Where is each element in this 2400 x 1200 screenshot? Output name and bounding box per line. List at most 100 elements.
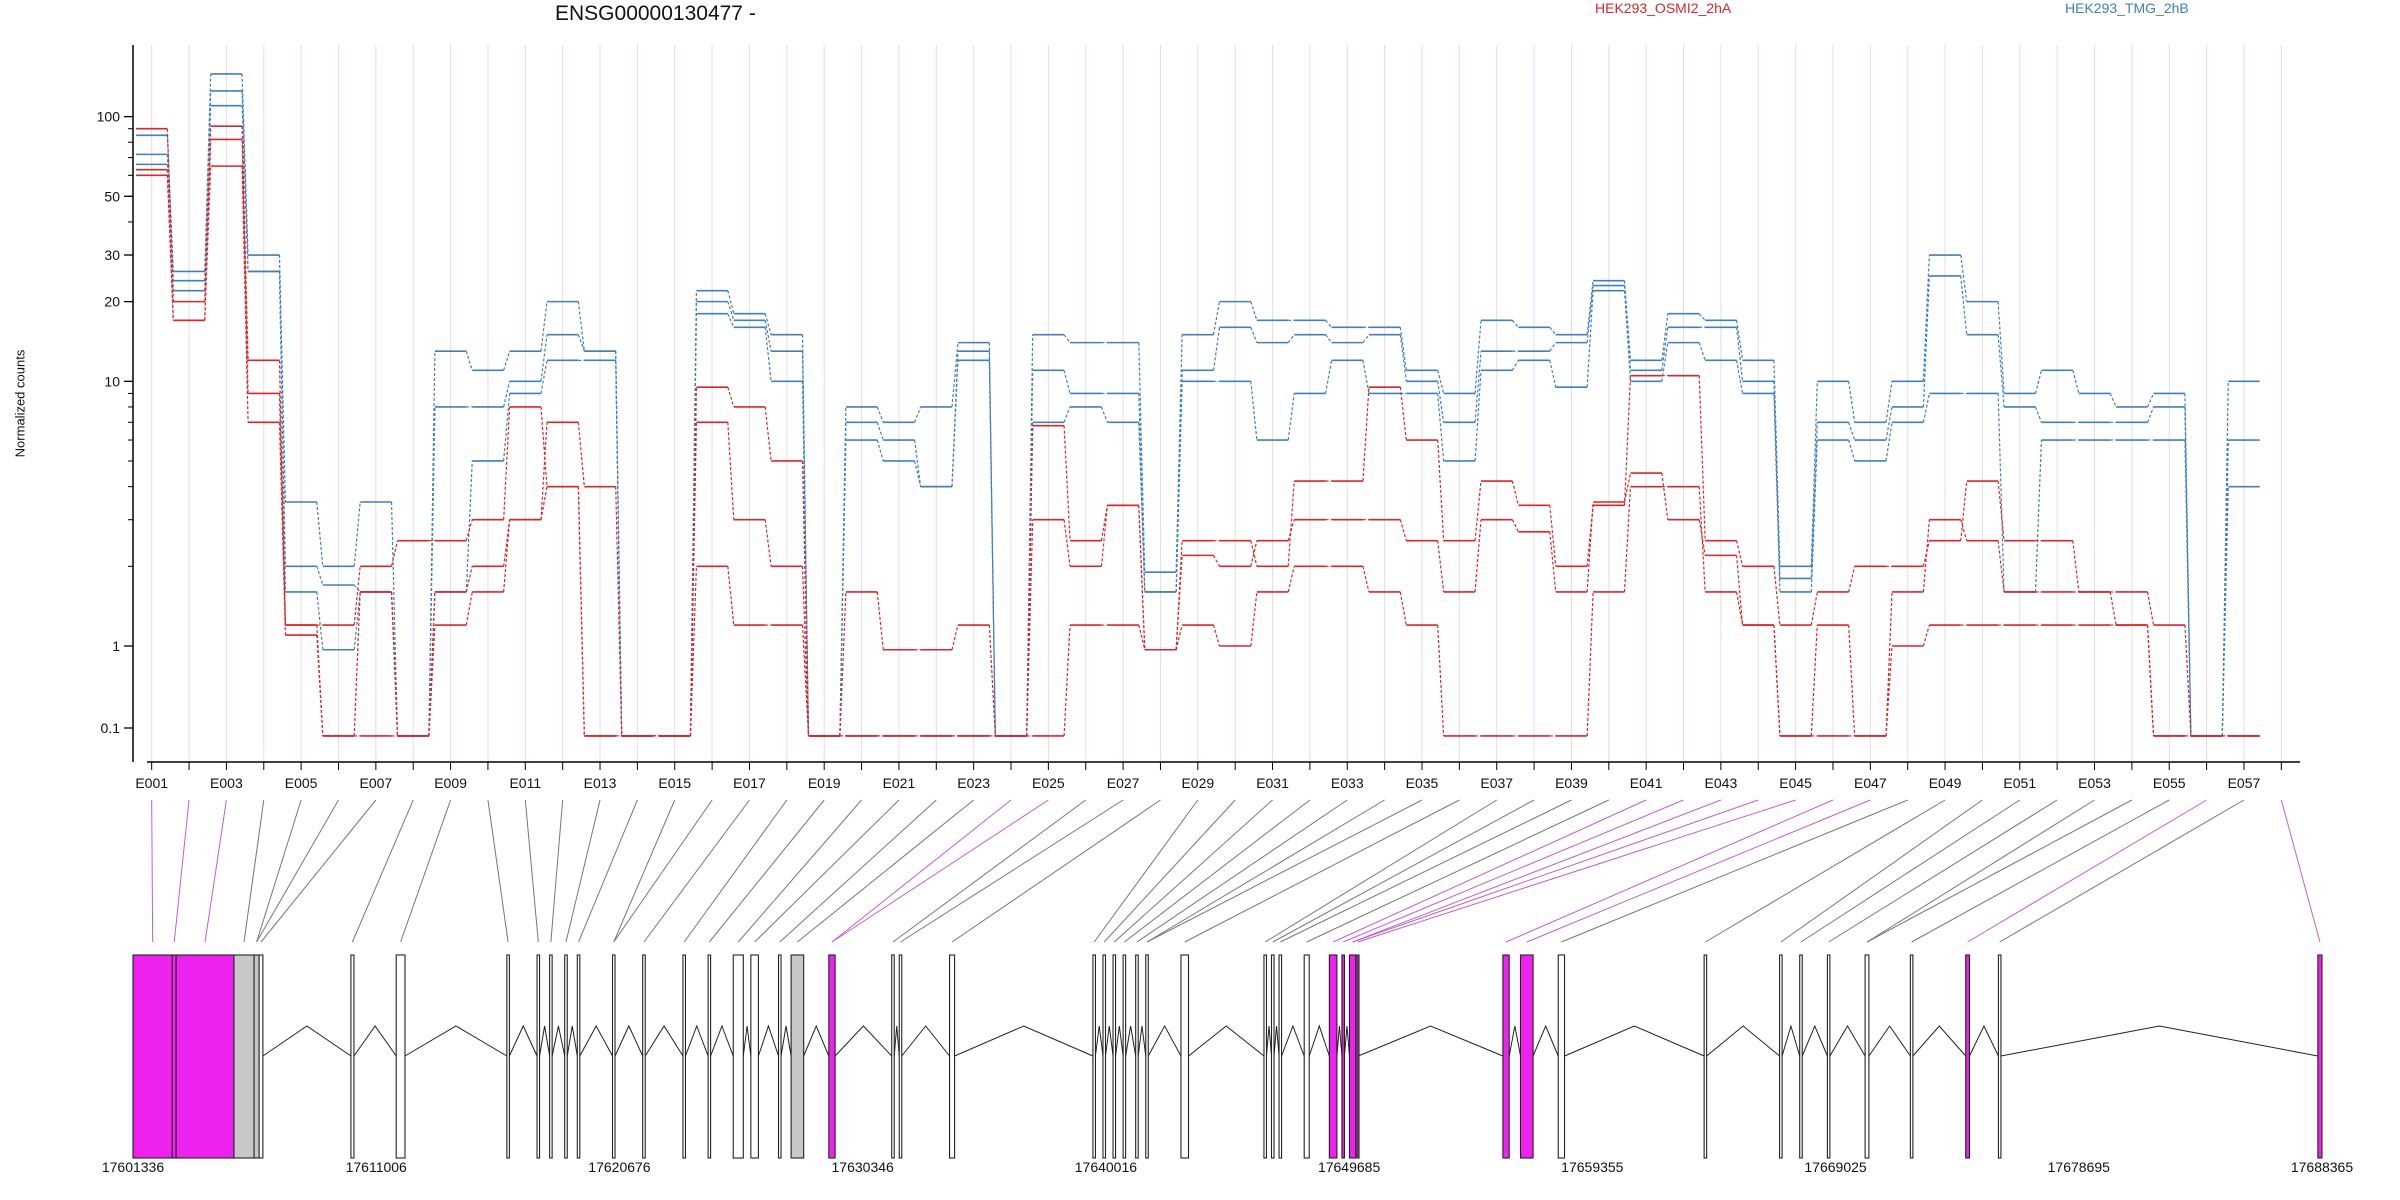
series-transition	[316, 566, 324, 586]
intron-line	[1781, 1024, 1801, 1057]
exon-connector	[1866, 799, 2095, 943]
y-tick-label: 0.1	[101, 720, 121, 736]
series-transition	[1437, 439, 1445, 541]
series-transition	[2034, 440, 2043, 592]
series-transition	[727, 566, 735, 626]
series-transition	[1922, 540, 1930, 567]
exon-box	[642, 954, 646, 1159]
series-lines	[135, 73, 2260, 737]
series-transition	[1437, 370, 1445, 394]
exon-connectors	[151, 799, 2321, 943]
series-transition	[1810, 381, 1818, 567]
intron-line	[508, 1024, 538, 1057]
intron-line	[2000, 1025, 2318, 1057]
intron-line	[684, 1024, 709, 1057]
exon-box	[1102, 954, 1107, 1159]
exon-box	[1135, 954, 1139, 1159]
series-transition	[2184, 625, 2192, 736]
exon-box	[564, 954, 568, 1159]
series-transition	[1212, 327, 1221, 371]
x-tick-label: E053	[2078, 775, 2111, 791]
series-transition	[951, 342, 959, 408]
series-transition	[2109, 393, 2117, 408]
exon-box	[611, 954, 616, 1159]
exon-box	[1826, 954, 1831, 1159]
x-tick-label: E051	[2003, 775, 2036, 791]
exon-box	[1799, 954, 1803, 1159]
series-transition	[2109, 591, 2117, 626]
genomic-tick-label: 17678695	[2048, 1159, 2111, 1175]
series-transition	[465, 519, 473, 541]
series-transition	[1362, 387, 1370, 482]
series-transition	[1175, 555, 1183, 650]
series-transition	[204, 166, 212, 321]
intron-line	[710, 1024, 734, 1057]
intron-line	[757, 1024, 779, 1057]
series-transition	[540, 360, 548, 394]
x-tick-label: E031	[1256, 775, 1289, 791]
series-transition	[1212, 301, 1221, 335]
series-transition	[503, 406, 511, 520]
gridlines	[151, 45, 2282, 762]
series-transition	[1175, 334, 1183, 573]
intron-line	[1273, 1025, 1280, 1057]
series-transition	[241, 166, 249, 423]
exon-connector	[1332, 799, 1647, 943]
intron-line	[1358, 1025, 1504, 1057]
series-transition	[1586, 290, 1594, 388]
exon-connector	[1093, 799, 1199, 943]
x-tick-label: E023	[957, 775, 990, 791]
exon-connector	[900, 799, 1124, 943]
intron-line	[1105, 1025, 1114, 1057]
exon-connector	[754, 799, 900, 943]
series-transition	[1287, 334, 1295, 343]
x-tick-label: E007	[360, 775, 393, 791]
series-transition	[2184, 440, 2192, 736]
intron-line	[1532, 1024, 1559, 1057]
series-transition	[1100, 406, 1108, 423]
series-transition	[1735, 360, 1744, 394]
exon-box	[258, 954, 264, 1159]
exon-box	[1519, 954, 1534, 1159]
series-transition	[503, 519, 511, 567]
series-transition	[465, 460, 473, 592]
series-transition	[1698, 486, 1706, 593]
series-transition	[1960, 254, 1968, 302]
exon-connector	[779, 799, 937, 943]
intron-line	[1508, 1025, 1522, 1057]
exon-box	[1557, 954, 1566, 1159]
intron-line	[614, 1024, 644, 1057]
legend-entry-tmg: HEK293_TMG_2hB	[2065, 0, 2189, 16]
series-transition	[1773, 393, 1781, 592]
genomic-tick-label: 17659355	[1561, 1159, 1624, 1175]
exon-connector	[256, 799, 339, 943]
series-transition	[540, 334, 548, 382]
exon-connector	[613, 799, 713, 943]
exon-connector	[831, 799, 1049, 943]
series-transition	[2072, 370, 2080, 394]
intron-line	[954, 1025, 1094, 1057]
exon-connector	[1561, 799, 1908, 943]
exon-box	[171, 954, 177, 1159]
genomic-tick-label: 17620676	[588, 1159, 651, 1175]
y-tick-label: 50	[104, 188, 120, 204]
series-transition	[353, 501, 361, 567]
series-transition	[1399, 387, 1407, 441]
series-transition	[1138, 422, 1146, 592]
intron-line	[1094, 1025, 1104, 1057]
x-tick-label: E055	[2153, 775, 2186, 791]
series-transition	[1138, 505, 1146, 650]
exon-box	[898, 954, 903, 1159]
series-transition	[1399, 591, 1407, 626]
series-transition	[615, 486, 623, 736]
x-tick-label: E037	[1480, 775, 1513, 791]
series-transition	[503, 350, 511, 371]
intron-line	[1137, 1025, 1147, 1057]
series-transition	[951, 360, 959, 487]
series-transition	[1511, 519, 1519, 533]
genomic-tick-label: 17669025	[1804, 1159, 1867, 1175]
x-tick-label: E015	[658, 775, 691, 791]
series-transition	[540, 406, 548, 487]
series-transition	[241, 105, 249, 272]
series-transition	[876, 422, 884, 441]
